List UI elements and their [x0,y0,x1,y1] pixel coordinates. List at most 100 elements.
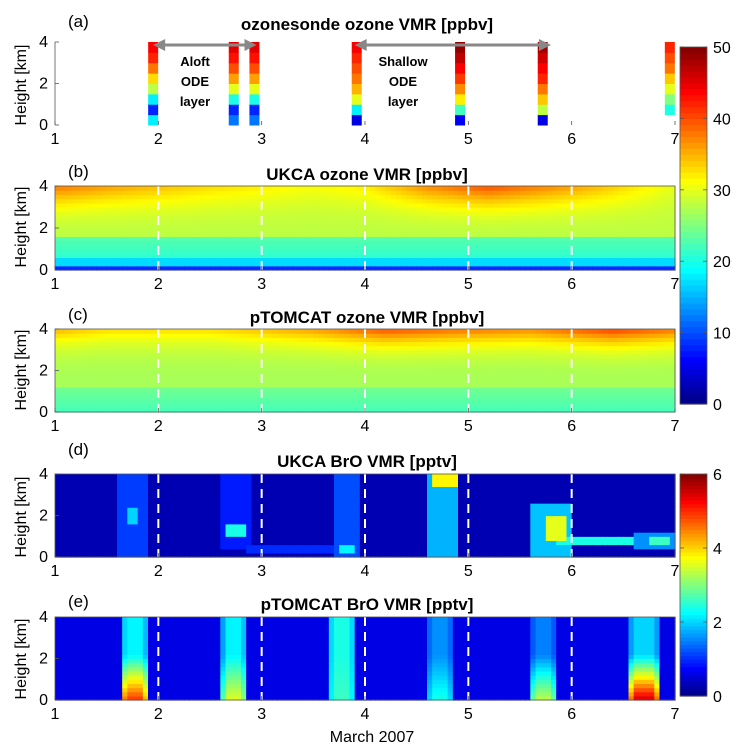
heatmap-cell [535,253,542,258]
heatmap-cell [148,362,154,367]
heatmap-cell [452,353,459,359]
heatmap-cell [173,407,180,413]
heatmap-cell [494,223,500,229]
heatmap-cell [256,329,263,334]
heatmap-cell [106,207,113,212]
heatmap-cell [65,474,72,479]
heatmap-cell [664,211,671,216]
heatmap-cell [406,353,413,359]
heatmap-cell [318,387,325,392]
heatmap-cell [91,329,97,334]
heatmap-cell [664,240,671,246]
heatmap-cell [210,244,216,250]
heatmap-cell [587,232,593,237]
heatmap-cell [225,329,232,334]
heatmap-cell [654,358,661,363]
heatmap-cell [60,370,66,376]
heatmap-cell [633,194,640,200]
heatmap-cell [148,378,154,384]
heatmap-cell [556,399,562,405]
heatmap-cell [427,407,433,413]
heatmap-cell [246,211,252,216]
heatmap-cell [65,391,72,396]
heatmap-cell [401,202,407,208]
heatmap-cell [649,337,655,343]
heatmap-cell [246,261,252,267]
heatmap-cell [179,190,185,195]
heatmap-cell [261,391,268,396]
heatmap-cell [401,232,407,237]
heatmap-cell [427,391,433,396]
heatmap-cell [489,407,495,413]
heatmap-cell [204,399,211,405]
heatmap-cell [122,232,128,237]
heatmap-cell [308,329,314,334]
heatmap-cell [122,345,128,351]
heatmap-cell [427,202,433,208]
heatmap-cell [385,198,392,204]
heatmap-cell [494,240,500,246]
heatmap-cell [101,403,108,409]
heatmap-cell [530,265,537,271]
heatmap-cell [75,228,82,233]
heatmap-cell [576,366,583,372]
heatmap-cell [261,349,268,355]
heatmap-cell [551,219,557,225]
heatmap-cell [328,240,335,246]
heatmap-cell [478,345,485,351]
heatmap-cell [308,378,314,384]
heatmap-cell [365,345,371,351]
heatmap-cell [592,236,599,242]
heatmap-cell [509,387,516,392]
heatmap-cell [587,265,593,271]
heatmap-cell [576,387,583,392]
heatmap-cell [246,265,252,271]
heatmap-cell [91,202,97,208]
heatmap-cell [447,219,454,225]
heatmap-cell [396,378,402,384]
heatmap-cell [354,207,361,212]
heatmap-cell [669,232,676,237]
heatmap-cell [106,353,113,359]
heatmap-cell [344,228,351,233]
heatmap-cell [210,370,216,376]
heatmap-cell [370,207,376,212]
heatmap-cell [127,207,134,212]
heatmap-cell [390,198,397,204]
heatmap-cell [328,219,335,225]
heatmap-cell [318,261,325,267]
heatmap-cell [282,362,289,367]
heatmap-cell [334,391,340,396]
heatmap-cell [96,219,103,225]
heatmap-cell [411,329,418,334]
heatmap-cell [272,261,278,267]
heatmap-cell [463,211,469,216]
heatmap-cell [127,211,134,216]
heatmap-cell [401,194,407,200]
heatmap-cell [179,223,185,229]
heatmap-cell [96,353,103,359]
heatmap-cell [473,265,480,271]
heatmap-cell [649,333,655,338]
heatmap-cell [370,219,376,225]
heatmap-cell [556,353,562,359]
heatmap-cell [179,329,185,334]
heatmap-cell [421,329,428,334]
heatmap-cell [117,194,123,200]
heatmap-cell [60,548,66,554]
heatmap-cell [458,391,464,396]
heatmap-cell [251,329,258,334]
heatmap-cell [592,240,599,246]
heatmap-cell [359,244,366,250]
sonde-profile-cell [228,62,239,74]
heatmap-cell [148,399,154,405]
heatmap-cell [349,198,356,204]
heatmap-cell [230,378,237,384]
heatmap-cell [545,378,552,384]
heatmap-cell [669,403,676,409]
heatmap-cell [323,223,330,229]
heatmap-cell [370,349,376,355]
heatmap-cell [163,333,170,338]
heatmap-cell [127,186,134,191]
sonde-profile-cell [148,52,159,64]
